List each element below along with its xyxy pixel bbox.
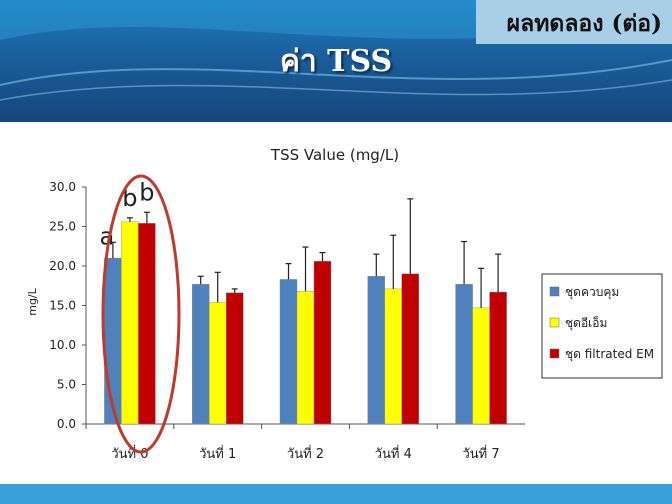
significance-letters: ab b xyxy=(100,178,155,250)
chart-legend: ชุดควบคุมชุดอีเอ็มชุด filtrated EM xyxy=(541,273,663,379)
y-tick-label: 30.0 xyxy=(49,180,76,194)
y-tick-label: 0.0 xyxy=(57,417,76,431)
legend-box xyxy=(541,273,663,379)
y-tick-label: 20.0 xyxy=(49,259,76,273)
bar xyxy=(489,291,507,425)
highlight-ellipse xyxy=(101,174,181,454)
legend-label: ชุดอีเอ็ม xyxy=(565,315,607,331)
bar xyxy=(121,221,139,425)
significance-letter: b xyxy=(139,178,154,206)
x-tick-label: วันที่ 0 xyxy=(111,445,148,462)
bar xyxy=(367,276,385,425)
bar xyxy=(279,279,298,425)
y-axis-label: mg/L xyxy=(26,287,39,315)
section-tag-label: ผลทดลอง (ต่อ) xyxy=(506,10,662,37)
x-tick-label: วันที่ 2 xyxy=(287,445,324,462)
bar xyxy=(296,291,315,425)
section-tag: ผลทดลอง (ต่อ) xyxy=(476,0,672,44)
x-tick-label: วันที่ 7 xyxy=(463,445,500,462)
bar xyxy=(191,283,210,425)
x-axis: วันที่ 0 วันที่ 1 วันที่ 2 วันที่ 4 วันที่ 7 xyxy=(85,423,525,462)
chart-title: TSS Value (mg/L) xyxy=(270,146,399,164)
y-tick-label: 15.0 xyxy=(49,299,76,313)
bar xyxy=(384,288,402,425)
bar xyxy=(472,307,490,425)
bar xyxy=(401,273,419,425)
legend-swatch xyxy=(549,317,560,328)
bar xyxy=(455,283,473,425)
bar xyxy=(104,257,122,425)
legend-swatch xyxy=(549,286,560,297)
legend-label: ชุดควบคุม xyxy=(565,285,619,300)
legend-label: ชุด filtrated EM xyxy=(565,347,654,362)
error-bars xyxy=(109,198,502,308)
y-axis: 0.0 5.0 10.0 15.0 20.0 25.0 30.0 xyxy=(49,180,87,431)
significance-letter: b xyxy=(122,184,137,212)
y-tick-label: 5.0 xyxy=(57,378,76,392)
x-tick-label: วันที่ 1 xyxy=(199,445,236,462)
bar xyxy=(138,223,156,425)
y-tick-label: 25.0 xyxy=(49,220,76,234)
tss-bar-chart: TSS Value (mg/L) mg/L 0.0 5.0 10.0 15.0 20.0… xyxy=(26,146,663,462)
x-tick-label: วันที่ 4 xyxy=(375,445,412,462)
bar xyxy=(313,261,332,425)
slide-title: ค่า TSS xyxy=(279,44,393,79)
slide-footer-bar xyxy=(0,484,672,504)
bar xyxy=(208,302,227,425)
y-tick-label: 10.0 xyxy=(49,338,76,352)
legend-swatch xyxy=(549,348,560,359)
slide-header: ผลทดลอง (ต่อ) ค่า TSS xyxy=(0,0,672,122)
bar xyxy=(225,292,244,425)
